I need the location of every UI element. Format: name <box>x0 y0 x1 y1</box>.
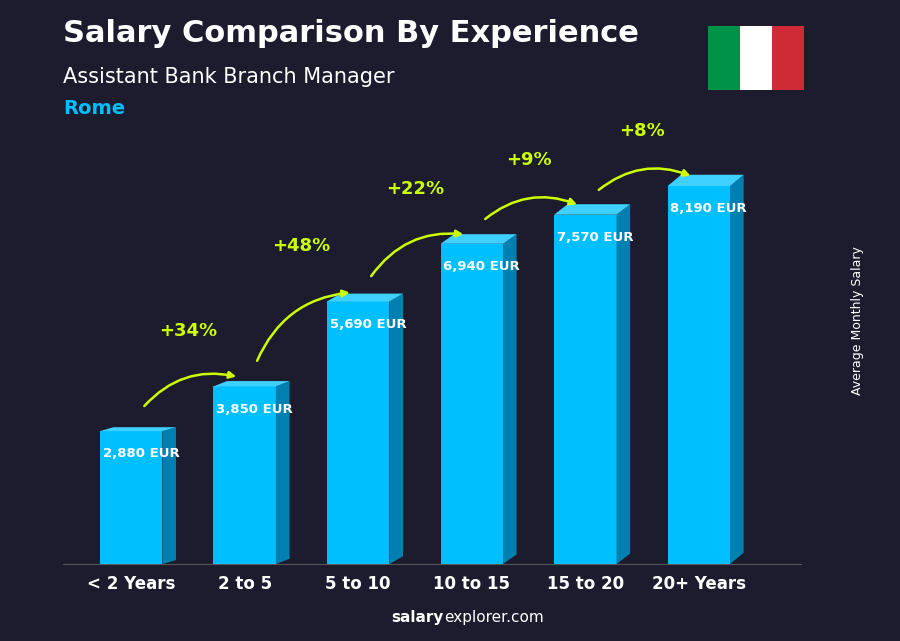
Polygon shape <box>276 381 290 564</box>
Text: salaryexplorer.com: salaryexplorer.com <box>0 640 1 641</box>
Polygon shape <box>440 234 517 244</box>
Text: 7,570 EUR: 7,570 EUR <box>557 231 634 244</box>
Text: 3,850 EUR: 3,850 EUR <box>216 403 293 415</box>
Text: 8,190 EUR: 8,190 EUR <box>670 203 747 215</box>
FancyBboxPatch shape <box>668 186 730 564</box>
Text: 6,940 EUR: 6,940 EUR <box>444 260 520 273</box>
FancyBboxPatch shape <box>440 244 503 564</box>
FancyBboxPatch shape <box>327 301 390 564</box>
Polygon shape <box>616 204 630 564</box>
Polygon shape <box>503 234 517 564</box>
Polygon shape <box>327 294 403 301</box>
Bar <box>740 26 772 90</box>
Text: 5,690 EUR: 5,690 EUR <box>329 318 407 331</box>
Text: 2,880 EUR: 2,880 EUR <box>103 447 179 460</box>
Text: Rome: Rome <box>63 99 125 119</box>
Polygon shape <box>390 294 403 564</box>
FancyBboxPatch shape <box>213 387 276 564</box>
Text: +8%: +8% <box>619 122 665 140</box>
Text: Assistant Bank Branch Manager: Assistant Bank Branch Manager <box>63 67 394 87</box>
Polygon shape <box>213 381 290 387</box>
Polygon shape <box>162 427 176 564</box>
Text: +48%: +48% <box>273 237 330 255</box>
Text: explorer.com: explorer.com <box>444 610 544 625</box>
Polygon shape <box>554 204 630 215</box>
FancyBboxPatch shape <box>554 215 616 564</box>
Text: Salary Comparison By Experience: Salary Comparison By Experience <box>63 19 639 48</box>
Text: +9%: +9% <box>506 151 552 169</box>
Text: +22%: +22% <box>386 179 444 197</box>
Polygon shape <box>730 175 743 564</box>
Polygon shape <box>100 427 176 431</box>
FancyBboxPatch shape <box>100 431 162 564</box>
FancyBboxPatch shape <box>703 21 809 94</box>
Text: Average Monthly Salary: Average Monthly Salary <box>851 246 864 395</box>
Polygon shape <box>668 175 743 186</box>
Text: +34%: +34% <box>158 322 217 340</box>
Text: salary: salary <box>392 610 444 625</box>
Bar <box>772 26 804 90</box>
Bar <box>708 26 740 90</box>
